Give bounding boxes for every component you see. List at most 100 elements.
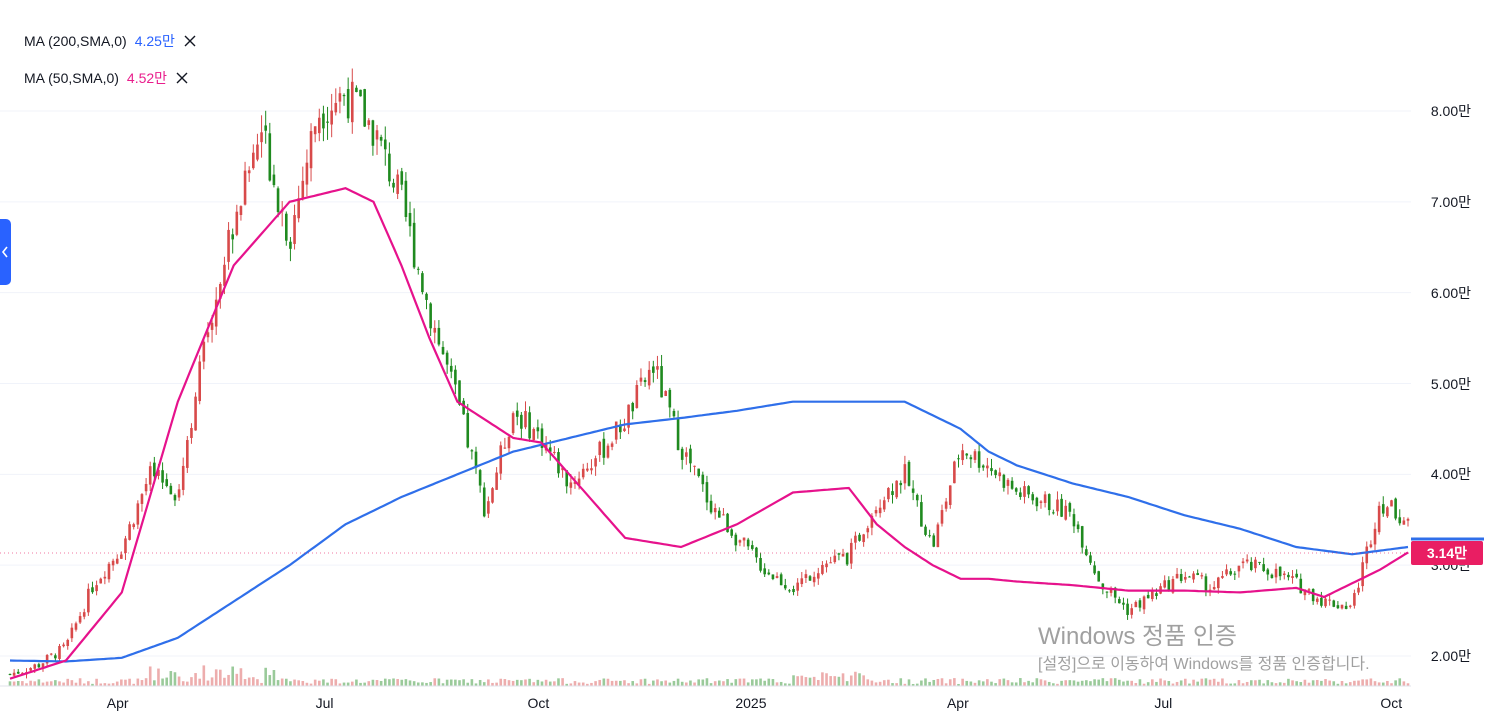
volume-bar (577, 682, 581, 686)
volume-bar (779, 681, 783, 686)
candle-body (181, 465, 185, 490)
volume-bar (771, 679, 775, 686)
candle-body (1163, 580, 1166, 588)
candle-body (1258, 561, 1261, 563)
candle-body (1047, 494, 1051, 511)
x-tick-label: Apr (946, 695, 969, 711)
volume-bar (866, 679, 870, 686)
candle-body (1031, 494, 1035, 501)
volume-bar (808, 677, 812, 686)
volume-bar (12, 681, 16, 686)
y-tick-label: 7.00만 (1430, 193, 1471, 210)
candle-body (495, 472, 498, 490)
candle-body (635, 384, 639, 408)
volume-bar (730, 682, 733, 686)
candle-body (887, 488, 890, 500)
volume-bar (1010, 682, 1014, 686)
volume-bar (478, 679, 482, 686)
candle-body (445, 352, 449, 365)
legend-ma200[interactable]: MA (200,SMA,0) 4.25만 (24, 31, 197, 51)
candle-body (771, 574, 775, 580)
volume-bar (219, 669, 222, 686)
volume-bar (1076, 681, 1080, 686)
candle-body (734, 534, 738, 546)
candle-body (1027, 486, 1030, 495)
candle-body (746, 539, 750, 547)
volume-bar (169, 671, 173, 686)
volume-bar (421, 682, 424, 686)
volume-bar (1047, 681, 1051, 686)
volume-bar (1163, 680, 1166, 686)
volume-bar (804, 677, 808, 686)
volume-bar (742, 678, 746, 686)
candle-body (738, 540, 742, 543)
candle-body (796, 582, 799, 591)
candle-body (779, 574, 783, 586)
candle-body (346, 89, 350, 119)
candle-body (1155, 593, 1158, 596)
x-tick-label: Oct (1380, 695, 1403, 711)
close-icon[interactable] (175, 71, 189, 85)
volume-bar (1394, 680, 1397, 686)
candle-body (701, 474, 705, 485)
collapse-panel-tab[interactable] (0, 219, 11, 285)
candle-body (1241, 561, 1245, 564)
candle-body (697, 468, 700, 477)
candle-body (775, 576, 779, 578)
candle-body (1315, 598, 1319, 602)
volume-bar (1035, 678, 1039, 686)
candle-body (882, 500, 886, 510)
candle-body (1262, 564, 1265, 571)
volume-bar (326, 682, 329, 686)
candle-body (895, 480, 898, 498)
volume-bar (1377, 682, 1381, 686)
volume-bar (849, 675, 853, 686)
candle-body (1196, 573, 1199, 575)
volume-bar (998, 679, 1002, 686)
volume-bar (1159, 678, 1162, 686)
volume-bar (41, 682, 45, 686)
candle-body (961, 450, 964, 461)
volume-bar (676, 678, 680, 686)
volume-bar (1093, 679, 1096, 686)
volume-bar (186, 681, 189, 686)
candle-body (709, 500, 713, 513)
candle-body (16, 671, 20, 674)
candle-body (21, 672, 24, 674)
volume-bar (305, 682, 309, 686)
candle-body (561, 467, 564, 471)
volume-bar (256, 679, 259, 686)
candle-body (1295, 573, 1298, 578)
candle-body (1200, 575, 1204, 577)
candle-body (252, 152, 255, 169)
volume-bar (713, 681, 717, 686)
candle-body (631, 403, 635, 412)
volume-bar (792, 675, 795, 686)
volume-bar (99, 683, 103, 686)
candle-body (1386, 507, 1389, 517)
volume-bar (1266, 680, 1270, 686)
volume-bar (911, 683, 915, 686)
candle-body (206, 332, 210, 338)
volume-bar (816, 679, 820, 686)
close-icon[interactable] (183, 34, 197, 48)
volume-bar (1369, 678, 1373, 686)
candle-body (355, 87, 358, 93)
candle-body (977, 451, 981, 468)
candle-body (1138, 600, 1142, 608)
volume-bar (1237, 680, 1241, 686)
candle-body (614, 421, 618, 440)
grid-lines (0, 110, 1411, 657)
candle-body (1014, 488, 1018, 492)
candle-body (82, 612, 86, 617)
volume-bar (581, 682, 585, 686)
volume-bar (1344, 683, 1348, 686)
legend-ma50[interactable]: MA (50,SMA,0) 4.52만 (24, 68, 189, 88)
volume-bar (515, 679, 519, 686)
candle-body (342, 95, 346, 97)
candle-body (610, 443, 614, 447)
candle-body (783, 585, 787, 589)
volume-bar (470, 679, 474, 686)
volume-bar (845, 681, 849, 686)
